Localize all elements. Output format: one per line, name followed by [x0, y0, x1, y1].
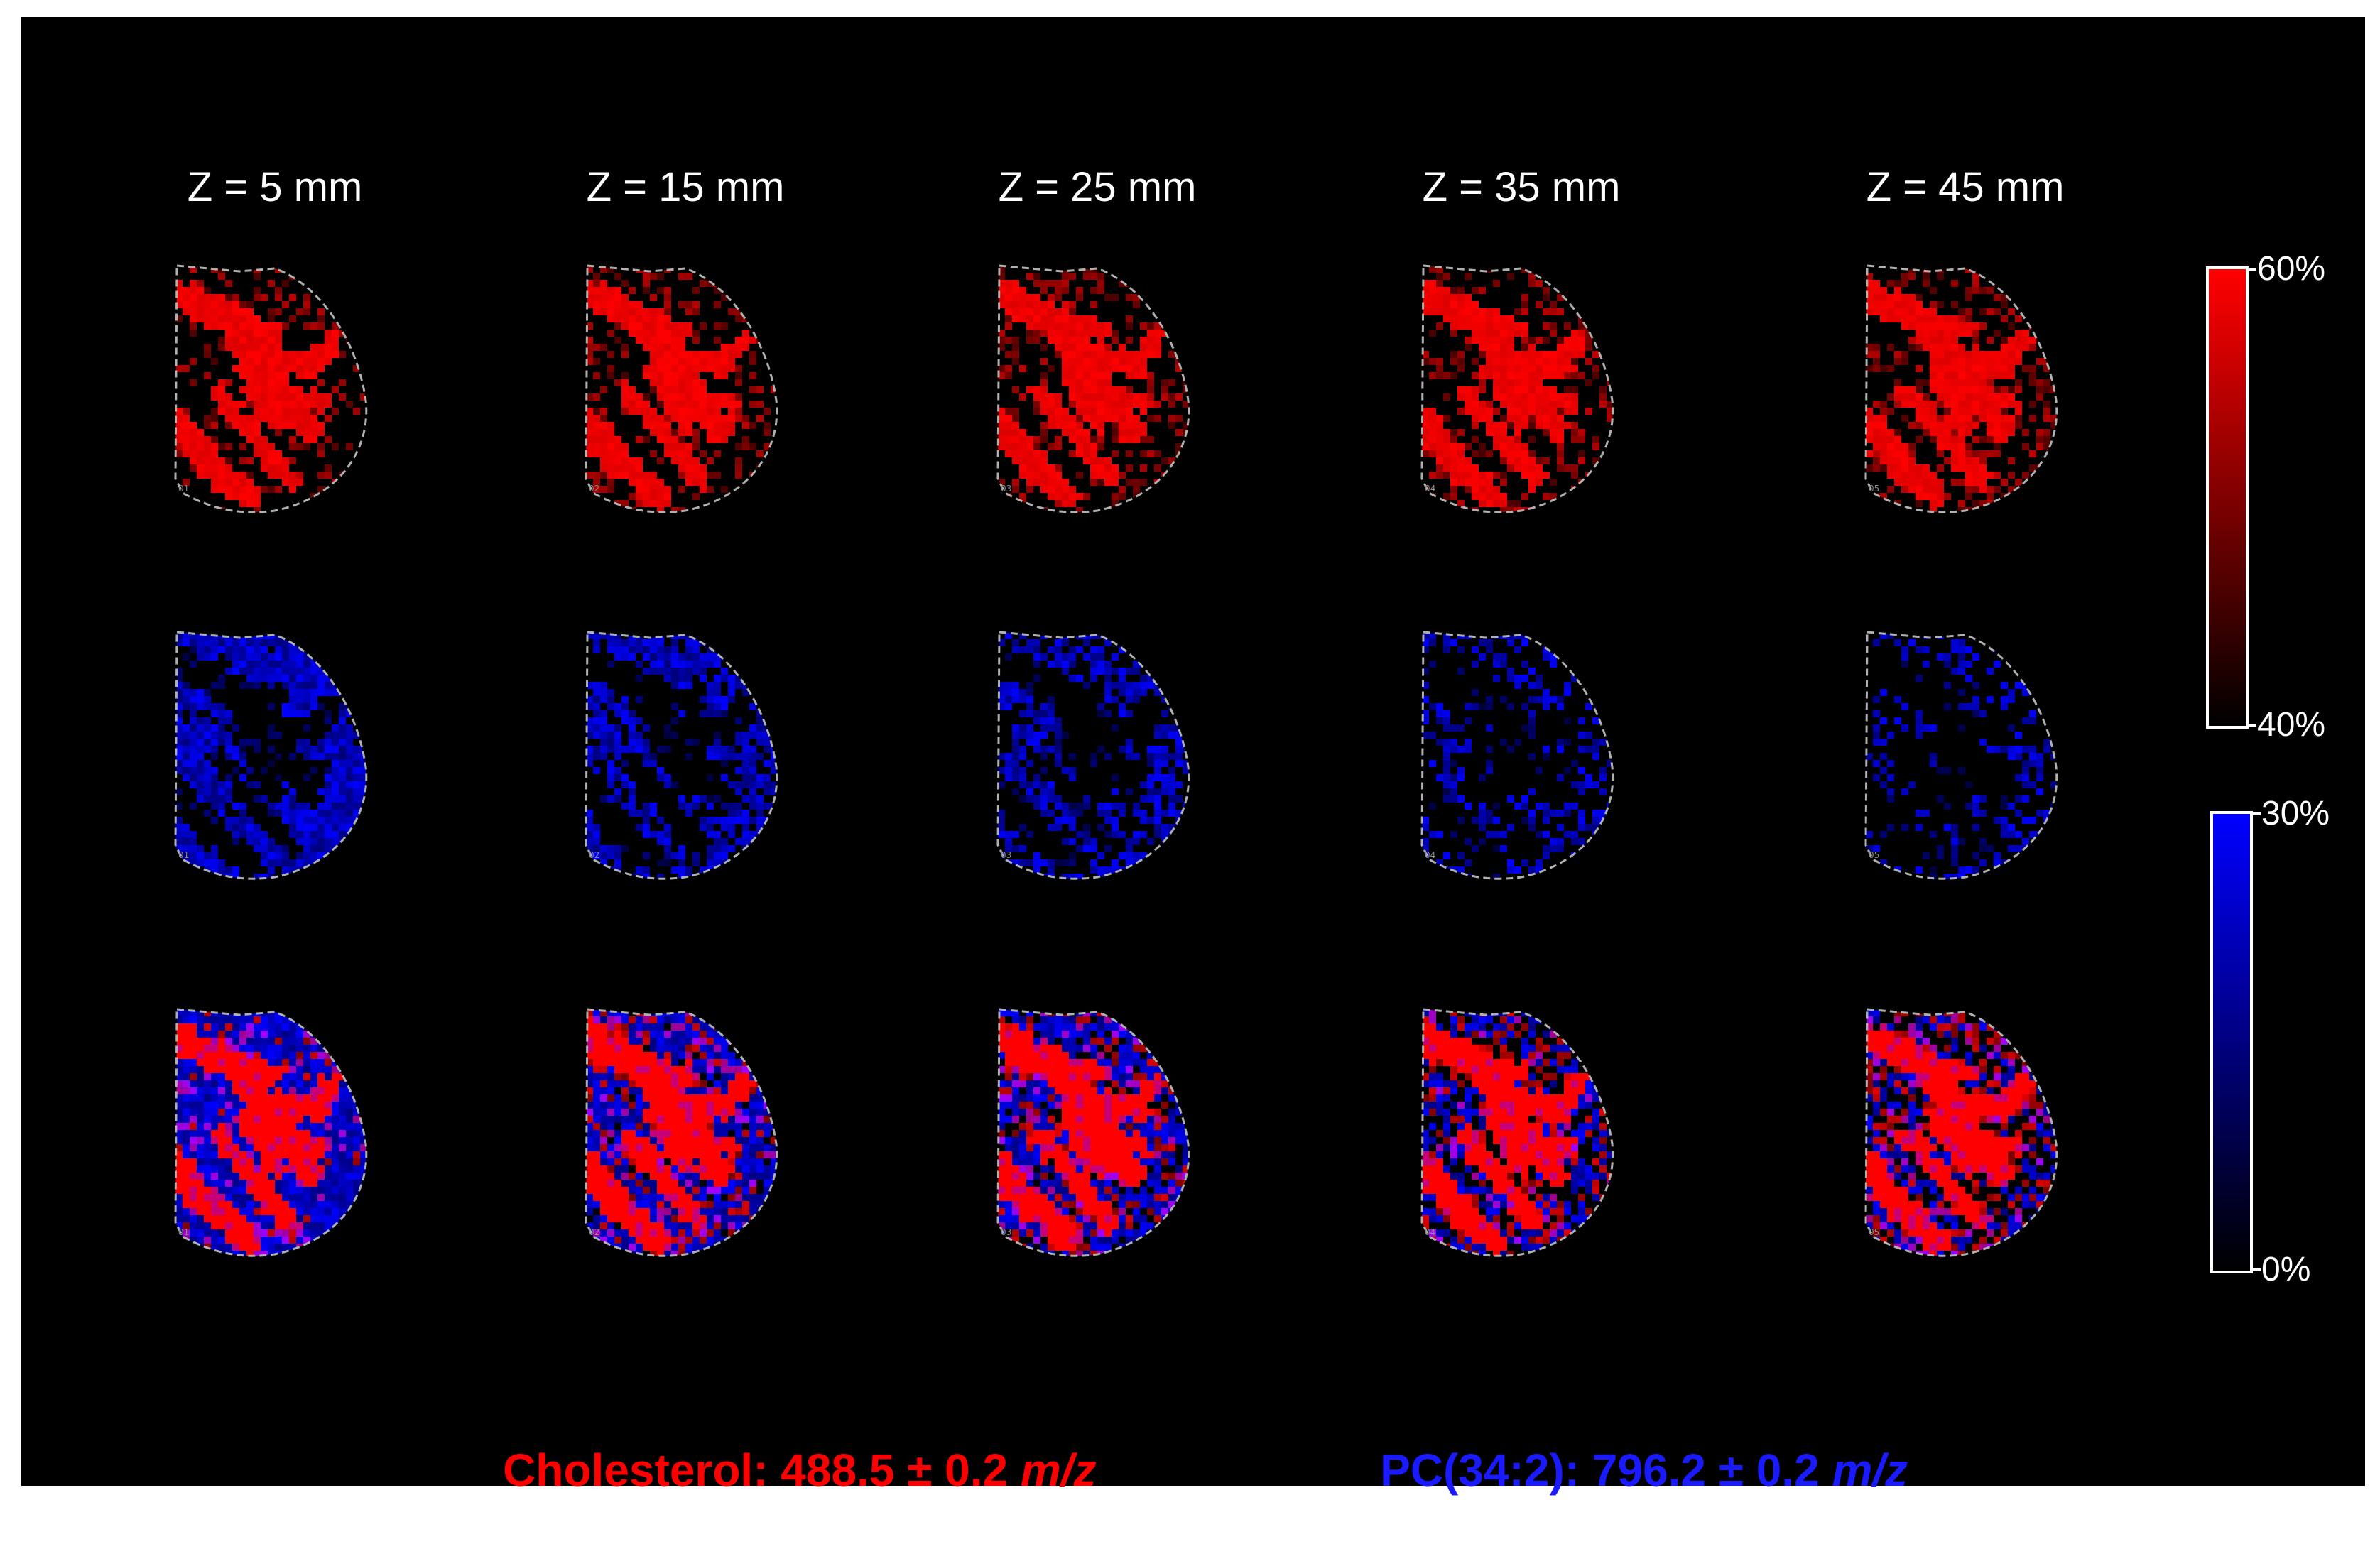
slice-tag: 05 [1869, 1227, 1879, 1237]
slice-tag: 05 [1869, 484, 1879, 494]
slice-tag: 02 [589, 484, 599, 494]
ion-intensity-pixels [579, 995, 806, 1279]
slice-tag: 03 [1001, 850, 1011, 860]
slice-tag: 04 [1425, 1227, 1435, 1237]
tissue-slice-cholesterol: 03 [991, 251, 1218, 536]
pc-legend-text: PC(34:2): 796.2 ± 0.2 [1380, 1445, 1832, 1496]
z-label: Z = 5 mm [133, 163, 417, 211]
z-label: Z = 35 mm [1379, 163, 1663, 211]
ion-intensity-pixels [991, 618, 1218, 902]
slice-tag: 05 [1869, 850, 1879, 860]
slice-tag: 01 [178, 850, 189, 860]
colorbar-tick [2246, 724, 2256, 727]
ion-intensity-pixels [579, 618, 806, 902]
tissue-slice-pc: 01 [168, 618, 396, 902]
tissue-slice-cholesterol: 05 [1859, 251, 2086, 536]
slice-tag: 02 [589, 850, 599, 860]
tissue-slice-overlay: 01 [168, 995, 396, 1279]
tissue-slice-pc: 05 [1859, 618, 2086, 902]
slice-tag: 04 [1425, 484, 1435, 494]
ion-intensity-pixels [991, 995, 1218, 1279]
cholesterol-colorbar-max-label: 60% [2257, 249, 2325, 288]
tissue-slice-pc: 04 [1415, 618, 1642, 902]
tissue-slice-cholesterol: 02 [579, 251, 806, 536]
ion-intensity-pixels [579, 251, 806, 536]
colorbar-tick [2246, 268, 2256, 271]
pc-colorbar-max-label: 30% [2261, 794, 2330, 833]
slice-tag: 03 [1001, 484, 1011, 494]
ion-intensity-pixels [1859, 618, 2086, 902]
ion-intensity-pixels [1415, 251, 1642, 536]
tissue-slice-pc: 03 [991, 618, 1218, 902]
z-label: Z = 15 mm [543, 163, 827, 211]
pc-legend-unit: m/z [1832, 1445, 1908, 1496]
ion-intensity-pixels [168, 618, 396, 902]
ion-intensity-pixels [168, 251, 396, 536]
ion-intensity-pixels [1415, 618, 1642, 902]
ion-intensity-pixels [1859, 251, 2086, 536]
z-label: Z = 45 mm [1823, 163, 2107, 211]
ion-intensity-pixels [1415, 995, 1642, 1279]
pc-colorbar [2210, 811, 2253, 1273]
colorbar-tick [2251, 1268, 2261, 1271]
cholesterol-legend-text: Cholesterol: 488.5 ± 0.2 [503, 1445, 1021, 1496]
slice-tag: 01 [178, 1227, 189, 1237]
tissue-slice-cholesterol: 04 [1415, 251, 1642, 536]
tissue-slice-pc: 02 [579, 618, 806, 902]
cholesterol-colorbar-min-label: 40% [2257, 705, 2325, 744]
slice-tag: 02 [589, 1227, 599, 1237]
z-label: Z = 25 mm [955, 163, 1239, 211]
cholesterol-legend: Cholesterol: 488.5 ± 0.2 m/z [452, 1391, 1097, 1549]
image-panel: Z = 5 mm Z = 15 mm Z = 25 mm Z = 35 mm Z = 4… [21, 17, 2365, 1486]
tissue-slice-cholesterol: 01 [168, 251, 396, 536]
tissue-slice-overlay: 04 [1415, 995, 1642, 1279]
slice-tag: 01 [178, 484, 189, 494]
colorbar-tick [2251, 812, 2261, 815]
cholesterol-legend-unit: m/z [1021, 1445, 1097, 1496]
slice-tag: 03 [1001, 1227, 1011, 1237]
ion-intensity-pixels [1859, 995, 2086, 1279]
cholesterol-colorbar [2206, 266, 2249, 729]
pc-colorbar-min-label: 0% [2261, 1250, 2310, 1289]
ion-intensity-pixels [991, 251, 1218, 536]
ion-intensity-pixels [168, 995, 396, 1279]
tissue-slice-overlay: 05 [1859, 995, 2086, 1279]
pc-legend: PC(34:2): 796.2 ± 0.2 m/z [1330, 1391, 1908, 1549]
tissue-slice-overlay: 03 [991, 995, 1218, 1279]
slice-tag: 04 [1425, 850, 1435, 860]
tissue-slice-overlay: 02 [579, 995, 806, 1279]
